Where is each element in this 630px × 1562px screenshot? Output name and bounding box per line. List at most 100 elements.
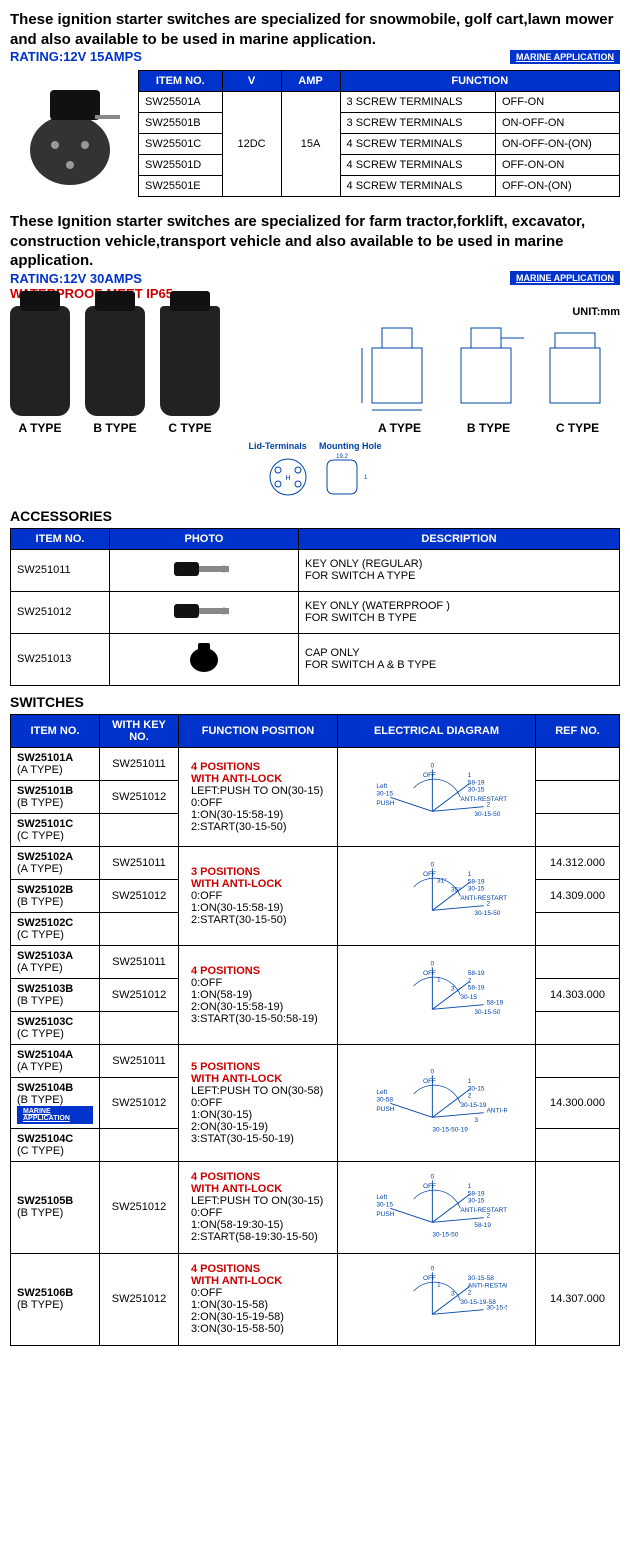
svg-text:58-19: 58-19: [467, 1190, 484, 1197]
sw-ref: [536, 1128, 620, 1161]
svg-text:1: 1: [467, 871, 471, 878]
sw-key: SW251012: [100, 879, 179, 912]
sw-key: SW251012: [100, 978, 179, 1011]
sw-item: SW25101B(B TYPE): [11, 780, 100, 813]
t1-item: SW25501B: [139, 113, 223, 134]
product-image: [10, 70, 130, 193]
acc-desc: CAP ONLYFOR SWITCH A & B TYPE: [299, 633, 620, 685]
svg-text:58-19: 58-19: [486, 1000, 503, 1007]
sw-key: SW251011: [100, 945, 179, 978]
svg-text:30-15-58: 30-15-58: [467, 1274, 493, 1281]
sw-key: [100, 813, 179, 846]
acc-item: SW251012: [11, 591, 110, 633]
lid-mounting-diagrams: Lid-Terminals Mounting Hole H 19.219.8: [10, 440, 620, 500]
sw-key: [100, 1011, 179, 1044]
sw-ref: 14.309.000: [536, 879, 620, 912]
t1-terminals: 4 SCREW TERMINALS: [340, 176, 495, 197]
sw-diagram: Left30-58PUSH0OFF130-15230-15-19ANTI-RES…: [338, 1044, 536, 1161]
svg-text:35°: 35°: [451, 886, 461, 894]
sw-item: SW25103C(C TYPE): [11, 1011, 100, 1044]
sw-key: SW251011: [100, 747, 179, 780]
svg-text:OFF: OFF: [423, 772, 436, 779]
svg-text:OFF: OFF: [423, 1274, 436, 1281]
intro1-rating: RATING:12V 15AMPS: [10, 49, 142, 64]
svg-text:1: 1: [467, 1078, 471, 1085]
svg-text:2: 2: [486, 901, 490, 908]
svg-text:58-19: 58-19: [467, 970, 484, 977]
svg-text:PUSH: PUSH: [376, 1210, 394, 1217]
svg-text:PUSH: PUSH: [376, 1106, 394, 1113]
acc-photo: [110, 633, 299, 685]
sw-func: 4 POSITIONSWITH ANTI-LOCKLEFT:PUSH TO ON…: [179, 1161, 338, 1253]
sw-key: SW251012: [100, 780, 179, 813]
svg-text:0: 0: [430, 1173, 434, 1180]
acc-desc: KEY ONLY (WATERPROOF )FOR SWITCH B TYPE: [299, 591, 620, 633]
svg-text:30-15: 30-15: [460, 994, 477, 1001]
th-func: FUNCTION: [340, 71, 619, 92]
svg-text:30-15: 30-15: [376, 790, 393, 797]
svg-text:0: 0: [430, 960, 434, 967]
svg-text:30-15: 30-15: [467, 886, 484, 893]
th-item: ITEM NO.: [139, 71, 223, 92]
svg-text:30-15: 30-15: [376, 1201, 393, 1208]
t1-func: OFF-ON-(ON): [496, 176, 620, 197]
sw-item: SW25103B(B TYPE): [11, 978, 100, 1011]
t1-terminals: 4 SCREW TERMINALS: [340, 134, 495, 155]
svg-text:ANTI-RESTART: ANTI-RESTART: [460, 796, 507, 803]
sw-ref: [536, 912, 620, 945]
svg-text:58-19: 58-19: [467, 985, 484, 992]
sw-ref: 14.312.000: [536, 846, 620, 879]
svg-text:58-19: 58-19: [467, 779, 484, 786]
svg-text:1: 1: [437, 976, 441, 983]
svg-text:19.2: 19.2: [336, 454, 348, 460]
table1: ITEM NO. V AMP FUNCTION SW25501A12DC15A3…: [138, 70, 620, 197]
sw-ref: [536, 747, 620, 780]
svg-text:58-19: 58-19: [474, 1222, 491, 1229]
accessories-title: ACCESSORIES: [10, 508, 620, 524]
sw-item: SW25105B(B TYPE): [11, 1161, 100, 1253]
svg-text:30-15: 30-15: [467, 787, 484, 794]
t1-func: ON-OFF-ON-(ON): [496, 134, 620, 155]
sw-diagram: 0OFF31°158-1930-15ANTI-RESTART35°230-15-…: [338, 846, 536, 945]
svg-text:30-15-50: 30-15-50: [474, 811, 500, 818]
svg-text:H: H: [286, 475, 291, 482]
svg-text:3: 3: [474, 1117, 478, 1124]
sw-key: [100, 1128, 179, 1161]
svg-text:0: 0: [430, 1265, 434, 1272]
dimension-drawings: UNIT:mm A TYPE B TYPE C TYPE: [357, 306, 620, 435]
svg-text:30-15: 30-15: [467, 1197, 484, 1204]
svg-text:0: 0: [430, 1068, 434, 1075]
acc-item: SW251011: [11, 549, 110, 591]
sw-ref: 14.300.000: [536, 1077, 620, 1128]
svg-text:Left: Left: [376, 783, 387, 790]
svg-text:OFF: OFF: [423, 970, 436, 977]
svg-text:0: 0: [430, 762, 434, 769]
sw-item: SW25106B(B TYPE): [11, 1253, 100, 1345]
sw-diagram: 0OFF158-19258-1930-15358-1930-15-50: [338, 945, 536, 1044]
sw-key: SW251011: [100, 1044, 179, 1077]
svg-text:30-58: 30-58: [376, 1096, 393, 1103]
svg-text:30-15-50: 30-15-50: [432, 1231, 458, 1238]
sw-diagram: Left30-15PUSH0OFF158-1930-15ANTI-RESTART…: [338, 1161, 536, 1253]
svg-text:30-15: 30-15: [467, 1085, 484, 1092]
sw-item: SW25102A(A TYPE): [11, 846, 100, 879]
svg-text:PUSH: PUSH: [376, 800, 394, 807]
sw-diagram: 0OFF130-15-58ANTI-RESTART230-15-19-58330…: [338, 1253, 536, 1345]
svg-text:30-15-50: 30-15-50: [474, 910, 500, 917]
accessories-table: ITEM NO. PHOTO DESCRIPTION SW251011KEY O…: [10, 528, 620, 686]
sw-key: SW251012: [100, 1161, 179, 1253]
svg-text:58-19: 58-19: [467, 878, 484, 885]
intro2-rating: RATING:12V 30AMPS: [10, 271, 173, 286]
acc-photo: [110, 591, 299, 633]
sw-ref: [536, 813, 620, 846]
sw-item: SW25104A(A TYPE): [11, 1044, 100, 1077]
svg-text:1: 1: [467, 1182, 471, 1189]
svg-text:2: 2: [467, 1289, 471, 1296]
sw-item: SW25102B(B TYPE): [11, 879, 100, 912]
sw-key: SW251012: [100, 1253, 179, 1345]
svg-text:2: 2: [486, 1212, 490, 1219]
th-v: V: [222, 71, 281, 92]
svg-text:2: 2: [486, 802, 490, 809]
svg-text:3: 3: [451, 986, 455, 993]
svg-text:OFF: OFF: [423, 1182, 436, 1189]
